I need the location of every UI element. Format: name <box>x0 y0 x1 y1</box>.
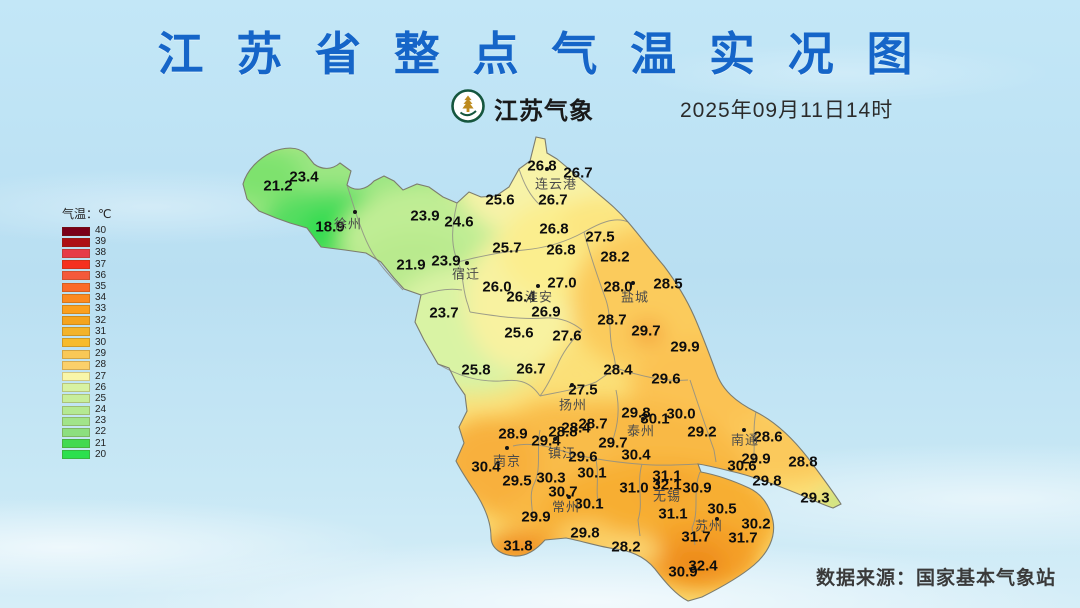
data-source-note: 数据来源：国家基本气象站 <box>815 568 1056 589</box>
legend-title: 气温：℃ <box>62 207 112 221</box>
legend-swatch <box>62 327 90 337</box>
observation-datetime: 2025年09月11日14时 <box>680 99 894 122</box>
legend-swatch <box>62 416 90 426</box>
legend-value: 28 <box>95 359 107 371</box>
legend-value: 37 <box>95 258 107 270</box>
legend-value: 36 <box>95 269 107 281</box>
legend-value: 25 <box>95 392 107 404</box>
province-outline <box>242 136 842 602</box>
legend-entry: 25 <box>62 392 111 404</box>
legend-entry: 28 <box>62 360 111 370</box>
legend-swatch <box>62 349 90 359</box>
legend-swatch <box>62 226 90 236</box>
legend-value: 32 <box>95 314 107 326</box>
agency-name: 江苏气象 <box>494 98 594 125</box>
legend-entry: 31 <box>62 325 111 337</box>
legend-entry: 38 <box>62 248 111 258</box>
legend-swatch <box>62 372 90 382</box>
legend-value: 26 <box>95 381 107 393</box>
legend-swatch <box>62 260 90 270</box>
district-borders <box>346 168 757 546</box>
legend-value: 23 <box>95 415 107 427</box>
legend-swatch <box>62 450 90 460</box>
legend-entry: 30 <box>62 336 111 348</box>
legend-entry: 21 <box>62 437 111 449</box>
legend-swatch <box>62 427 90 437</box>
legend-value: 21 <box>95 437 107 449</box>
legend-swatch <box>62 383 90 393</box>
legend-entry: 35 <box>62 282 111 292</box>
legend-entry: 36 <box>62 269 111 281</box>
legend-entry: 20 <box>62 448 111 460</box>
legend-value: 29 <box>95 348 107 360</box>
legend-entry: 40 <box>62 226 111 236</box>
legend-value: 35 <box>95 281 107 293</box>
legend-scale: 40 39 38 37 36 35 34 33 32 31 30 29 28 27 26 25 24 23 22 21… <box>62 226 111 460</box>
legend-entry: 23 <box>62 416 111 426</box>
page-title: 江 苏 省 整 点 气 温 实 况 图 <box>157 28 923 80</box>
legend-swatch <box>62 304 90 314</box>
temperature-legend: 气温：℃ 40 39 38 37 36 35 34 33 32 31 30 29 28 27 26 25 24 2… <box>62 205 111 461</box>
temperature-field <box>243 137 841 601</box>
legend-swatch <box>62 316 90 326</box>
legend-value: 24 <box>95 404 107 416</box>
legend-value: 30 <box>95 336 107 348</box>
legend-value: 22 <box>95 426 107 438</box>
legend-entry: 22 <box>62 427 111 437</box>
legend-swatch <box>62 293 90 303</box>
legend-swatch <box>62 338 90 348</box>
legend-entry: 32 <box>62 314 111 326</box>
legend-value: 39 <box>95 236 107 248</box>
legend-entry: 26 <box>62 381 111 393</box>
legend-entry: 33 <box>62 304 111 314</box>
legend-swatch <box>62 271 90 281</box>
legend-swatch <box>62 439 90 449</box>
legend-entry: 24 <box>62 405 111 415</box>
legend-entry: 34 <box>62 293 111 303</box>
legend-entry: 29 <box>62 349 111 359</box>
legend-value: 31 <box>95 325 107 337</box>
legend-swatch <box>62 237 90 247</box>
legend-swatch <box>62 248 90 258</box>
legend-value: 20 <box>95 448 107 460</box>
legend-value: 38 <box>95 247 107 259</box>
legend-swatch <box>62 405 90 415</box>
agency-logo-icon <box>450 88 486 129</box>
agency-brand: 江苏气象 <box>450 88 594 129</box>
legend-value: 27 <box>95 370 107 382</box>
legend-entry: 37 <box>62 258 111 270</box>
legend-swatch <box>62 360 90 370</box>
legend-swatch <box>62 394 90 404</box>
legend-value: 34 <box>95 292 107 304</box>
legend-value: 33 <box>95 303 107 315</box>
legend-value: 40 <box>95 225 107 237</box>
legend-entry: 27 <box>62 370 111 382</box>
legend-swatch <box>62 282 90 292</box>
legend-entry: 39 <box>62 237 111 247</box>
